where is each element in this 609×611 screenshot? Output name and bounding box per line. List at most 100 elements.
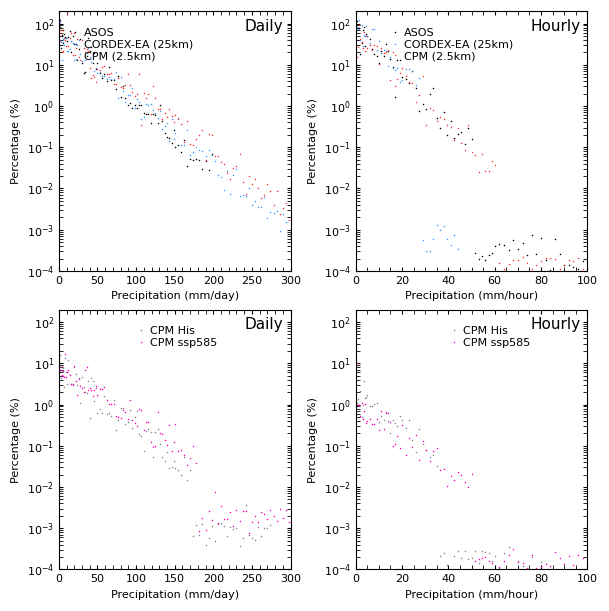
ASOS (89, 59, 96, 67)
CORDEX-EA (25km) (440, 223, 448, 230)
CPM ssp585 (433, 444, 440, 452)
X-axis label: Precipitation (mm/hour): Precipitation (mm/hour) (405, 291, 538, 301)
CPM (2.5km) (368, 46, 376, 54)
CPM (2.5km) (501, 266, 508, 273)
CPM ssp585 (195, 527, 203, 535)
CORDEX-EA (25km) (398, 76, 406, 84)
CPM His (236, 542, 243, 549)
CORDEX-EA (25km) (406, 65, 413, 73)
CPM (2.5km) (570, 257, 577, 265)
CORDEX-EA (25km) (282, 219, 289, 226)
ASOS (547, 266, 554, 274)
ASOS (565, 262, 572, 269)
CPM (2.5km) (579, 265, 586, 273)
CPM ssp585 (491, 571, 498, 579)
ASOS (461, 140, 468, 147)
CORDEX-EA (25km) (451, 232, 458, 239)
CPM ssp585 (505, 551, 512, 558)
CORDEX-EA (25km) (384, 62, 392, 70)
CPM ssp585 (461, 478, 468, 486)
Line: CPM ssp585: CPM ssp585 (356, 362, 584, 577)
CPM ssp585 (89, 393, 96, 400)
Legend: ASOS, CORDEX-EA (25km), CPM (2.5km): ASOS, CORDEX-EA (25km), CPM (2.5km) (388, 24, 517, 65)
CPM His (382, 409, 390, 417)
ASOS (138, 101, 145, 108)
CPM His (447, 567, 454, 574)
Line: CPM (2.5km): CPM (2.5km) (356, 24, 584, 271)
CORDEX-EA (25km) (380, 46, 387, 53)
Line: CPM ssp585: CPM ssp585 (58, 352, 290, 535)
CPM His (192, 522, 200, 529)
CPM His (60, 365, 67, 372)
Line: ASOS: ASOS (356, 20, 584, 271)
Y-axis label: Percentage (%): Percentage (%) (308, 397, 318, 483)
CPM ssp585 (356, 401, 363, 408)
Y-axis label: Percentage (%): Percentage (%) (308, 98, 318, 184)
CPM (2.5km) (168, 112, 175, 120)
CORDEX-EA (25km) (354, 25, 362, 32)
CORDEX-EA (25km) (145, 101, 152, 109)
Legend: ASOS, CORDEX-EA (25km), CPM (2.5km): ASOS, CORDEX-EA (25km), CPM (2.5km) (68, 24, 197, 65)
CORDEX-EA (25km) (402, 65, 409, 73)
ASOS (205, 167, 213, 174)
Y-axis label: Percentage (%): Percentage (%) (11, 397, 21, 483)
CORDEX-EA (25km) (366, 40, 373, 47)
CORDEX-EA (25km) (276, 227, 283, 235)
Y-axis label: Percentage (%): Percentage (%) (11, 98, 21, 184)
CPM (2.5km) (89, 71, 96, 78)
CPM His (537, 558, 544, 565)
Line: CPM His: CPM His (356, 380, 543, 580)
CPM His (195, 531, 203, 538)
CPM ssp585 (389, 443, 396, 450)
CORDEX-EA (25km) (419, 236, 426, 244)
Text: Daily: Daily (245, 318, 284, 332)
CPM (2.5km) (356, 22, 363, 29)
CORDEX-EA (25km) (371, 26, 378, 33)
CPM His (267, 522, 274, 529)
Line: CPM His: CPM His (58, 353, 272, 547)
X-axis label: Precipitation (mm/day): Precipitation (mm/day) (111, 590, 239, 600)
CPM ssp585 (62, 374, 69, 381)
ASOS (62, 33, 69, 40)
CORDEX-EA (25km) (368, 26, 376, 33)
CPM (2.5km) (56, 26, 63, 34)
ASOS (356, 24, 363, 32)
CORDEX-EA (25km) (364, 32, 371, 40)
CPM (2.5km) (556, 265, 563, 273)
CORDEX-EA (25km) (389, 65, 396, 72)
CORDEX-EA (25km) (56, 18, 63, 26)
ASOS (353, 17, 361, 24)
CPM (2.5km) (437, 114, 444, 121)
CORDEX-EA (25km) (409, 67, 416, 75)
CPM His (359, 402, 367, 409)
CORDEX-EA (25km) (375, 37, 382, 45)
Line: CORDEX-EA (25km): CORDEX-EA (25km) (58, 21, 287, 233)
CORDEX-EA (25km) (382, 48, 390, 55)
CORDEX-EA (25km) (358, 21, 365, 29)
CORDEX-EA (25km) (163, 120, 171, 127)
CORDEX-EA (25km) (356, 16, 363, 24)
Line: ASOS: ASOS (58, 19, 213, 172)
CORDEX-EA (25km) (430, 236, 437, 243)
CPM ssp585 (62, 350, 69, 357)
CPM (2.5km) (195, 132, 203, 139)
CPM (2.5km) (357, 35, 364, 42)
CORDEX-EA (25km) (357, 37, 364, 44)
CPM (2.5km) (63, 10, 70, 17)
ASOS (433, 115, 440, 122)
CORDEX-EA (25km) (361, 32, 368, 40)
CPM His (77, 400, 84, 407)
CORDEX-EA (25km) (353, 23, 361, 31)
CPM (2.5km) (465, 121, 472, 128)
X-axis label: Precipitation (mm/day): Precipitation (mm/day) (111, 291, 239, 301)
CPM ssp585 (286, 518, 293, 525)
Legend: CPM His, CPM ssp585: CPM His, CPM ssp585 (446, 323, 533, 351)
ASOS (389, 63, 396, 70)
CPM ssp585 (565, 552, 572, 560)
CPM (2.5km) (62, 36, 69, 43)
CPM ssp585 (245, 530, 253, 537)
CPM His (505, 543, 512, 551)
CPM ssp585 (136, 406, 143, 413)
ASOS (117, 93, 124, 100)
ASOS (208, 150, 216, 157)
